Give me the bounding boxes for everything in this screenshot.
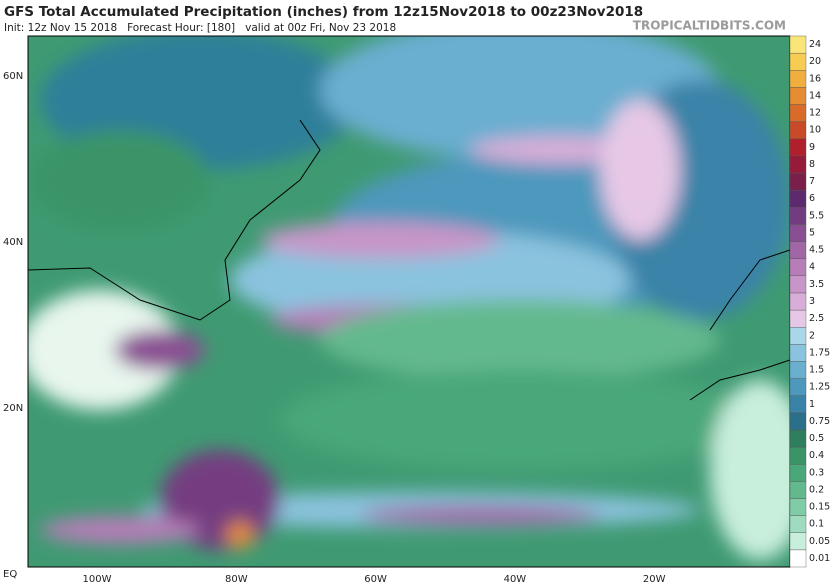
colorbar-label: 0.3 <box>809 467 824 478</box>
colorbar-label: 0.2 <box>809 484 824 495</box>
lon-label: 100W <box>83 574 112 585</box>
colorbar-label: 14 <box>809 90 821 101</box>
colorbar-swatch <box>789 241 807 259</box>
colorbar-swatch <box>789 258 807 277</box>
colorbar-label: 9 <box>809 142 815 153</box>
colorbar-label: 12 <box>809 108 821 119</box>
colorbar-swatch <box>789 446 807 465</box>
colorbar-swatch <box>789 344 807 362</box>
colorbar-label: 24 <box>809 39 821 50</box>
colorbar-swatch <box>789 412 807 431</box>
colorbar-swatch <box>789 361 807 379</box>
title: GFS Total Accumulated Precipitation (inc… <box>4 4 643 20</box>
colorbar-label: 3 <box>809 296 815 307</box>
colorbar-swatch <box>789 138 807 157</box>
colorbar-swatch <box>789 515 807 533</box>
colorbar-label: 0.5 <box>809 433 824 444</box>
colorbar-label: 0.1 <box>809 519 824 530</box>
colorbar-swatch <box>789 121 807 139</box>
colorbar-swatch <box>789 532 807 551</box>
colorbar-label: 5 <box>809 227 815 238</box>
colorbar-swatch <box>789 481 807 499</box>
colorbar-swatch <box>789 207 807 225</box>
colorbar-swatch <box>789 104 807 122</box>
colorbar-swatch <box>789 378 807 396</box>
colorbar-label: 4.5 <box>809 245 824 256</box>
colorbar-swatch <box>789 549 807 568</box>
colorbar-swatch <box>789 498 807 516</box>
colorbar-label: 5.5 <box>809 210 824 221</box>
lat-label: 40N <box>3 237 23 248</box>
colorbar-label: 6 <box>809 193 815 204</box>
colorbar-label: 0.15 <box>809 502 830 513</box>
colorbar-label: 16 <box>809 73 821 84</box>
colorbar-swatch <box>789 70 807 88</box>
colorbar-label: 8 <box>809 159 815 170</box>
colorbar-swatch <box>789 35 807 54</box>
colorbar-swatch <box>789 155 807 174</box>
colorbar-label: 1.5 <box>809 365 824 376</box>
colorbar-swatch <box>789 52 807 71</box>
colorbar-swatch <box>789 395 807 414</box>
colorbar-swatch <box>789 224 807 242</box>
colorbar-label: 0.75 <box>809 416 830 427</box>
lon-label: 60W <box>364 574 387 585</box>
lat-label: EQ <box>3 569 17 580</box>
lon-label: 40W <box>504 574 527 585</box>
colorbar-label: 7 <box>809 176 815 187</box>
colorbar-label: 1 <box>809 399 815 410</box>
colorbar-label: 0.4 <box>809 450 824 461</box>
colorbar-label: 2 <box>809 330 815 341</box>
lon-label: 80W <box>225 574 248 585</box>
colorbar-swatch <box>789 275 807 294</box>
colorbar-swatch <box>789 429 807 448</box>
colorbar-label: 10 <box>809 125 821 136</box>
colorbar-swatch <box>789 172 807 191</box>
watermark: TROPICALTIDBITS.COM <box>633 19 786 33</box>
colorbar-label: 20 <box>809 56 821 67</box>
lat-label: 60N <box>3 71 23 82</box>
colorbar-label: 4 <box>809 262 815 273</box>
colorbar-swatch <box>789 87 807 105</box>
colorbar-label: 1.25 <box>809 382 830 393</box>
colorbar-swatch <box>789 292 807 311</box>
colorbar-swatch <box>789 464 807 482</box>
colorbar-swatch <box>789 189 807 208</box>
lon-label: 20W <box>643 574 666 585</box>
colorbar-label: 0.05 <box>809 536 830 547</box>
precip-field <box>28 36 790 567</box>
lat-label: 20N <box>3 403 23 414</box>
subtitle: Init: 12z Nov 15 2018 Forecast Hour: [18… <box>4 22 396 34</box>
colorbar-swatch <box>789 309 807 328</box>
colorbar-label: 1.75 <box>809 347 830 358</box>
colorbar-label: 2.5 <box>809 313 824 324</box>
colorbar-label: 3.5 <box>809 279 824 290</box>
colorbar-label: 0.01 <box>809 553 830 564</box>
colorbar-swatch <box>789 326 807 345</box>
